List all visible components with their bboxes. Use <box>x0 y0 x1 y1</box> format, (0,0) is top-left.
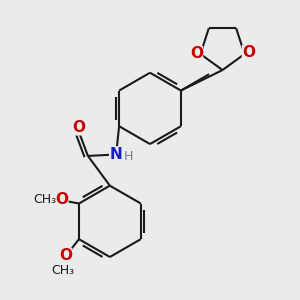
Text: N: N <box>110 147 122 162</box>
Text: O: O <box>242 45 255 60</box>
Text: O: O <box>72 120 85 135</box>
Text: O: O <box>59 248 72 263</box>
Text: O: O <box>190 46 203 61</box>
Text: H: H <box>124 150 133 163</box>
Text: CH₃: CH₃ <box>52 264 75 277</box>
Text: O: O <box>55 192 68 207</box>
Text: CH₃: CH₃ <box>33 194 56 206</box>
